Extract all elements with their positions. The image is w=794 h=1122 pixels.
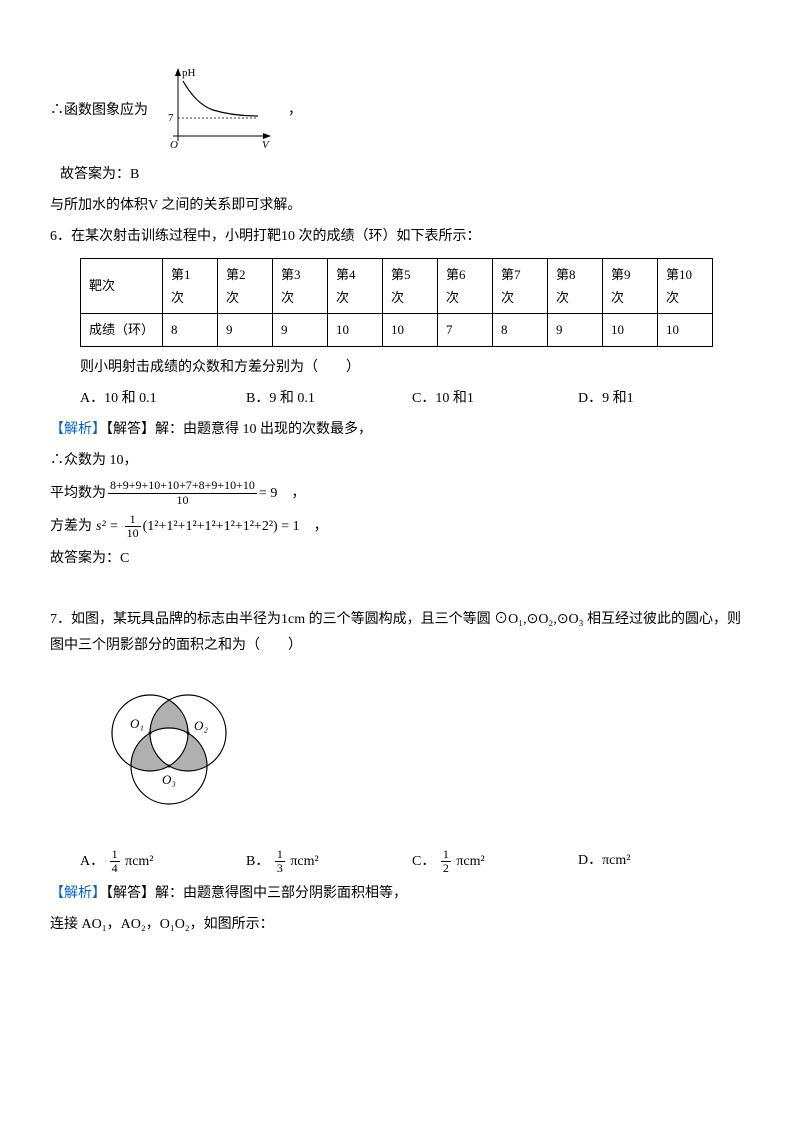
label-o3: O₃ — [162, 772, 176, 787]
q6-answer: 故答案为：C — [50, 546, 744, 571]
table-row: 靶次 第1 次 第2 次 第3 次 第4 次 第5 次 第6 次 第7 次 第8… — [81, 258, 713, 314]
mean-prefix: 平均数为 — [50, 481, 106, 506]
sol-ans: 【解答】解：由题意得 10 出现的次数最多， — [106, 422, 372, 437]
q7-stem: 7．如图，某玩具品牌的标志由半径为1cm 的三个等圆构成，且三个等圆 ⊙O₁,⊙… — [50, 607, 744, 657]
var-s2: s² = — [96, 514, 119, 539]
mean-fraction: 8+9+9+10+10+7+8+9+10+10 10 — [108, 479, 257, 506]
mean-result: = 9 ， — [259, 481, 305, 506]
table-header-label: 靶次 — [81, 258, 163, 314]
sol-ans: 【解答】解：由题意得图中三部分阴影面积相等， — [106, 886, 407, 901]
q6-mean-line: 平均数为 8+9+9+10+10+7+8+9+10+10 10 = 9 ， — [50, 479, 744, 506]
sol-head: 【解析】 — [50, 886, 106, 901]
var-paren: (1²+1²+1²+1²+1²+1²+2²) = 1 ， — [143, 514, 328, 539]
q6-stem: 6．在某次射击训练过程中，小明打靶10 次的成绩（环）如下表所示： — [50, 224, 744, 249]
label-o1: O₁ — [130, 716, 144, 731]
q5-prefix: ∴函数图象应为 — [50, 98, 148, 123]
q7-connect: 连接 AO₁，AO₂，O₁O₂，如图所示： — [50, 912, 744, 937]
q7-solution-line1: 【解析】【解答】解：由题意得图中三部分阴影面积相等， — [50, 881, 744, 906]
q6-solution-line1: 【解析】【解答】解：由题意得 10 出现的次数最多， — [50, 417, 744, 442]
label-o2: O₂ — [194, 718, 208, 733]
q5-graph-line: ∴函数图象应为 7 pH O V ， — [50, 66, 744, 156]
y-axis-label: pH — [182, 67, 196, 79]
option-a: A． 14 πcm² — [80, 848, 246, 875]
x-axis-label: V — [262, 139, 270, 151]
sol-head: 【解析】 — [50, 422, 106, 437]
option-c: C． 12 πcm² — [412, 848, 578, 875]
q6-mode: ∴众数为 10， — [50, 448, 744, 473]
row2-label: 成绩（环） — [81, 314, 163, 346]
q6-table: 靶次 第1 次 第2 次 第3 次 第4 次 第5 次 第6 次 第7 次 第8… — [80, 258, 713, 347]
option-d: D．πcm² — [578, 848, 744, 875]
dash-label: 7 — [168, 112, 174, 124]
option-a: A．10 和 0.1 — [80, 386, 246, 411]
origin-label: O — [170, 139, 178, 151]
q5-comma: ， — [288, 98, 302, 123]
option-c: C．10 和1 — [412, 386, 578, 411]
option-b: B． 13 πcm² — [246, 848, 412, 875]
q5-answer: 故答案为：B — [60, 162, 744, 187]
q7-diagram: O₁ O₂ O₃ — [80, 668, 744, 838]
q6-options: A．10 和 0.1 B．9 和 0.1 C．10 和1 D．9 和1 — [80, 386, 744, 411]
option-d: D．9 和1 — [578, 386, 744, 411]
q5-graph: 7 pH O V — [158, 66, 278, 156]
var-fraction: 1 10 — [125, 513, 141, 540]
q7-options: A． 14 πcm² B． 13 πcm² C． 12 πcm² D．πcm² — [80, 848, 744, 875]
var-prefix: 方差为 — [50, 514, 92, 539]
q5-footnote: 与所加水的体积V 之间的关系即可求解。 — [50, 193, 744, 218]
q6-subq: 则小明射击成绩的众数和方差分别为（ ） — [80, 355, 744, 380]
option-b: B．9 和 0.1 — [246, 386, 412, 411]
q6-var-line: 方差为 s² = 1 10 (1²+1²+1²+1²+1²+1²+2²) = 1… — [50, 513, 744, 540]
table-row: 成绩（环） 8 9 9 10 10 7 8 9 10 10 — [81, 314, 713, 346]
